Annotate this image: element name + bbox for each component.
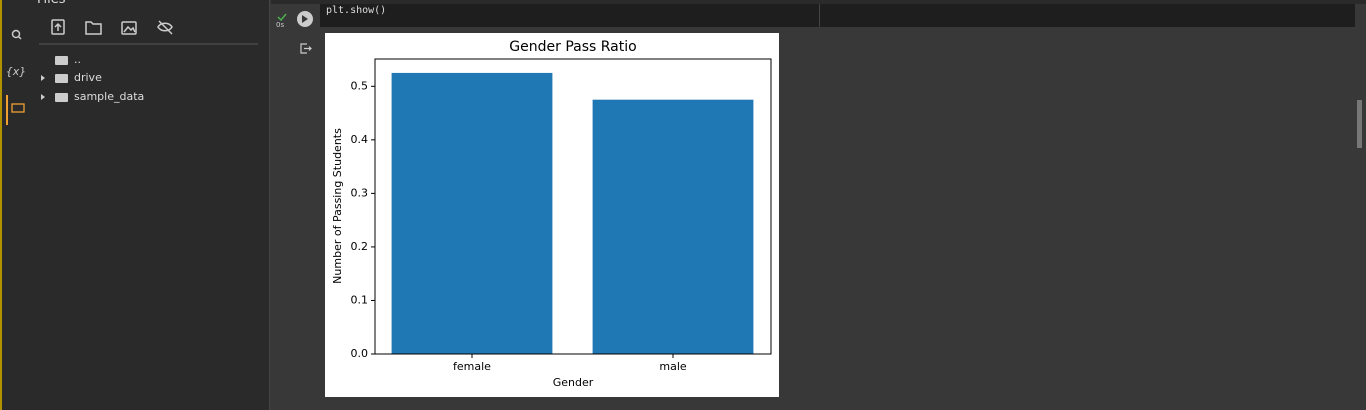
y-tick-label: 0.3 [351, 186, 369, 199]
sidebar: Files {x} .. drive sample_data [0, 0, 270, 410]
sidebar-icons: {x} [6, 19, 258, 125]
y-tick-label: 0.2 [351, 240, 369, 253]
y-axis-label: Number of Passing Students [331, 128, 344, 284]
sidebar-title: Files [37, 0, 66, 7]
file-item[interactable]: drive [74, 71, 102, 84]
toolbar[interactable] [51, 19, 173, 35]
plot-frame [374, 58, 772, 355]
top-bar [271, 0, 1366, 4]
chart-title: Gender Pass Ratio [509, 39, 636, 55]
x-tick-label: male [659, 360, 687, 373]
y-tick-label: 0.5 [351, 79, 369, 92]
y-tick-label: 0.0 [351, 347, 369, 360]
svg-text:{x}: {x} [6, 65, 27, 78]
y-tick-label: 0.4 [351, 133, 369, 146]
cell-status: 0s [276, 21, 285, 29]
file-item[interactable]: sample_data [74, 90, 145, 103]
code: plt.show() [326, 5, 387, 16]
x-tick-label: female [453, 360, 491, 373]
cell-controls [277, 11, 313, 54]
x-axis-label: Gender [553, 376, 594, 389]
bar [592, 99, 754, 354]
scrollbar[interactable] [1357, 100, 1362, 148]
chart: Gender Pass Ratio Gender Number of Passi… [325, 33, 779, 397]
bar [391, 72, 553, 354]
code-cell[interactable]: plt.show() [320, 4, 1355, 27]
y-tick-label: 0.1 [351, 293, 369, 306]
file-item[interactable]: .. [74, 53, 81, 66]
